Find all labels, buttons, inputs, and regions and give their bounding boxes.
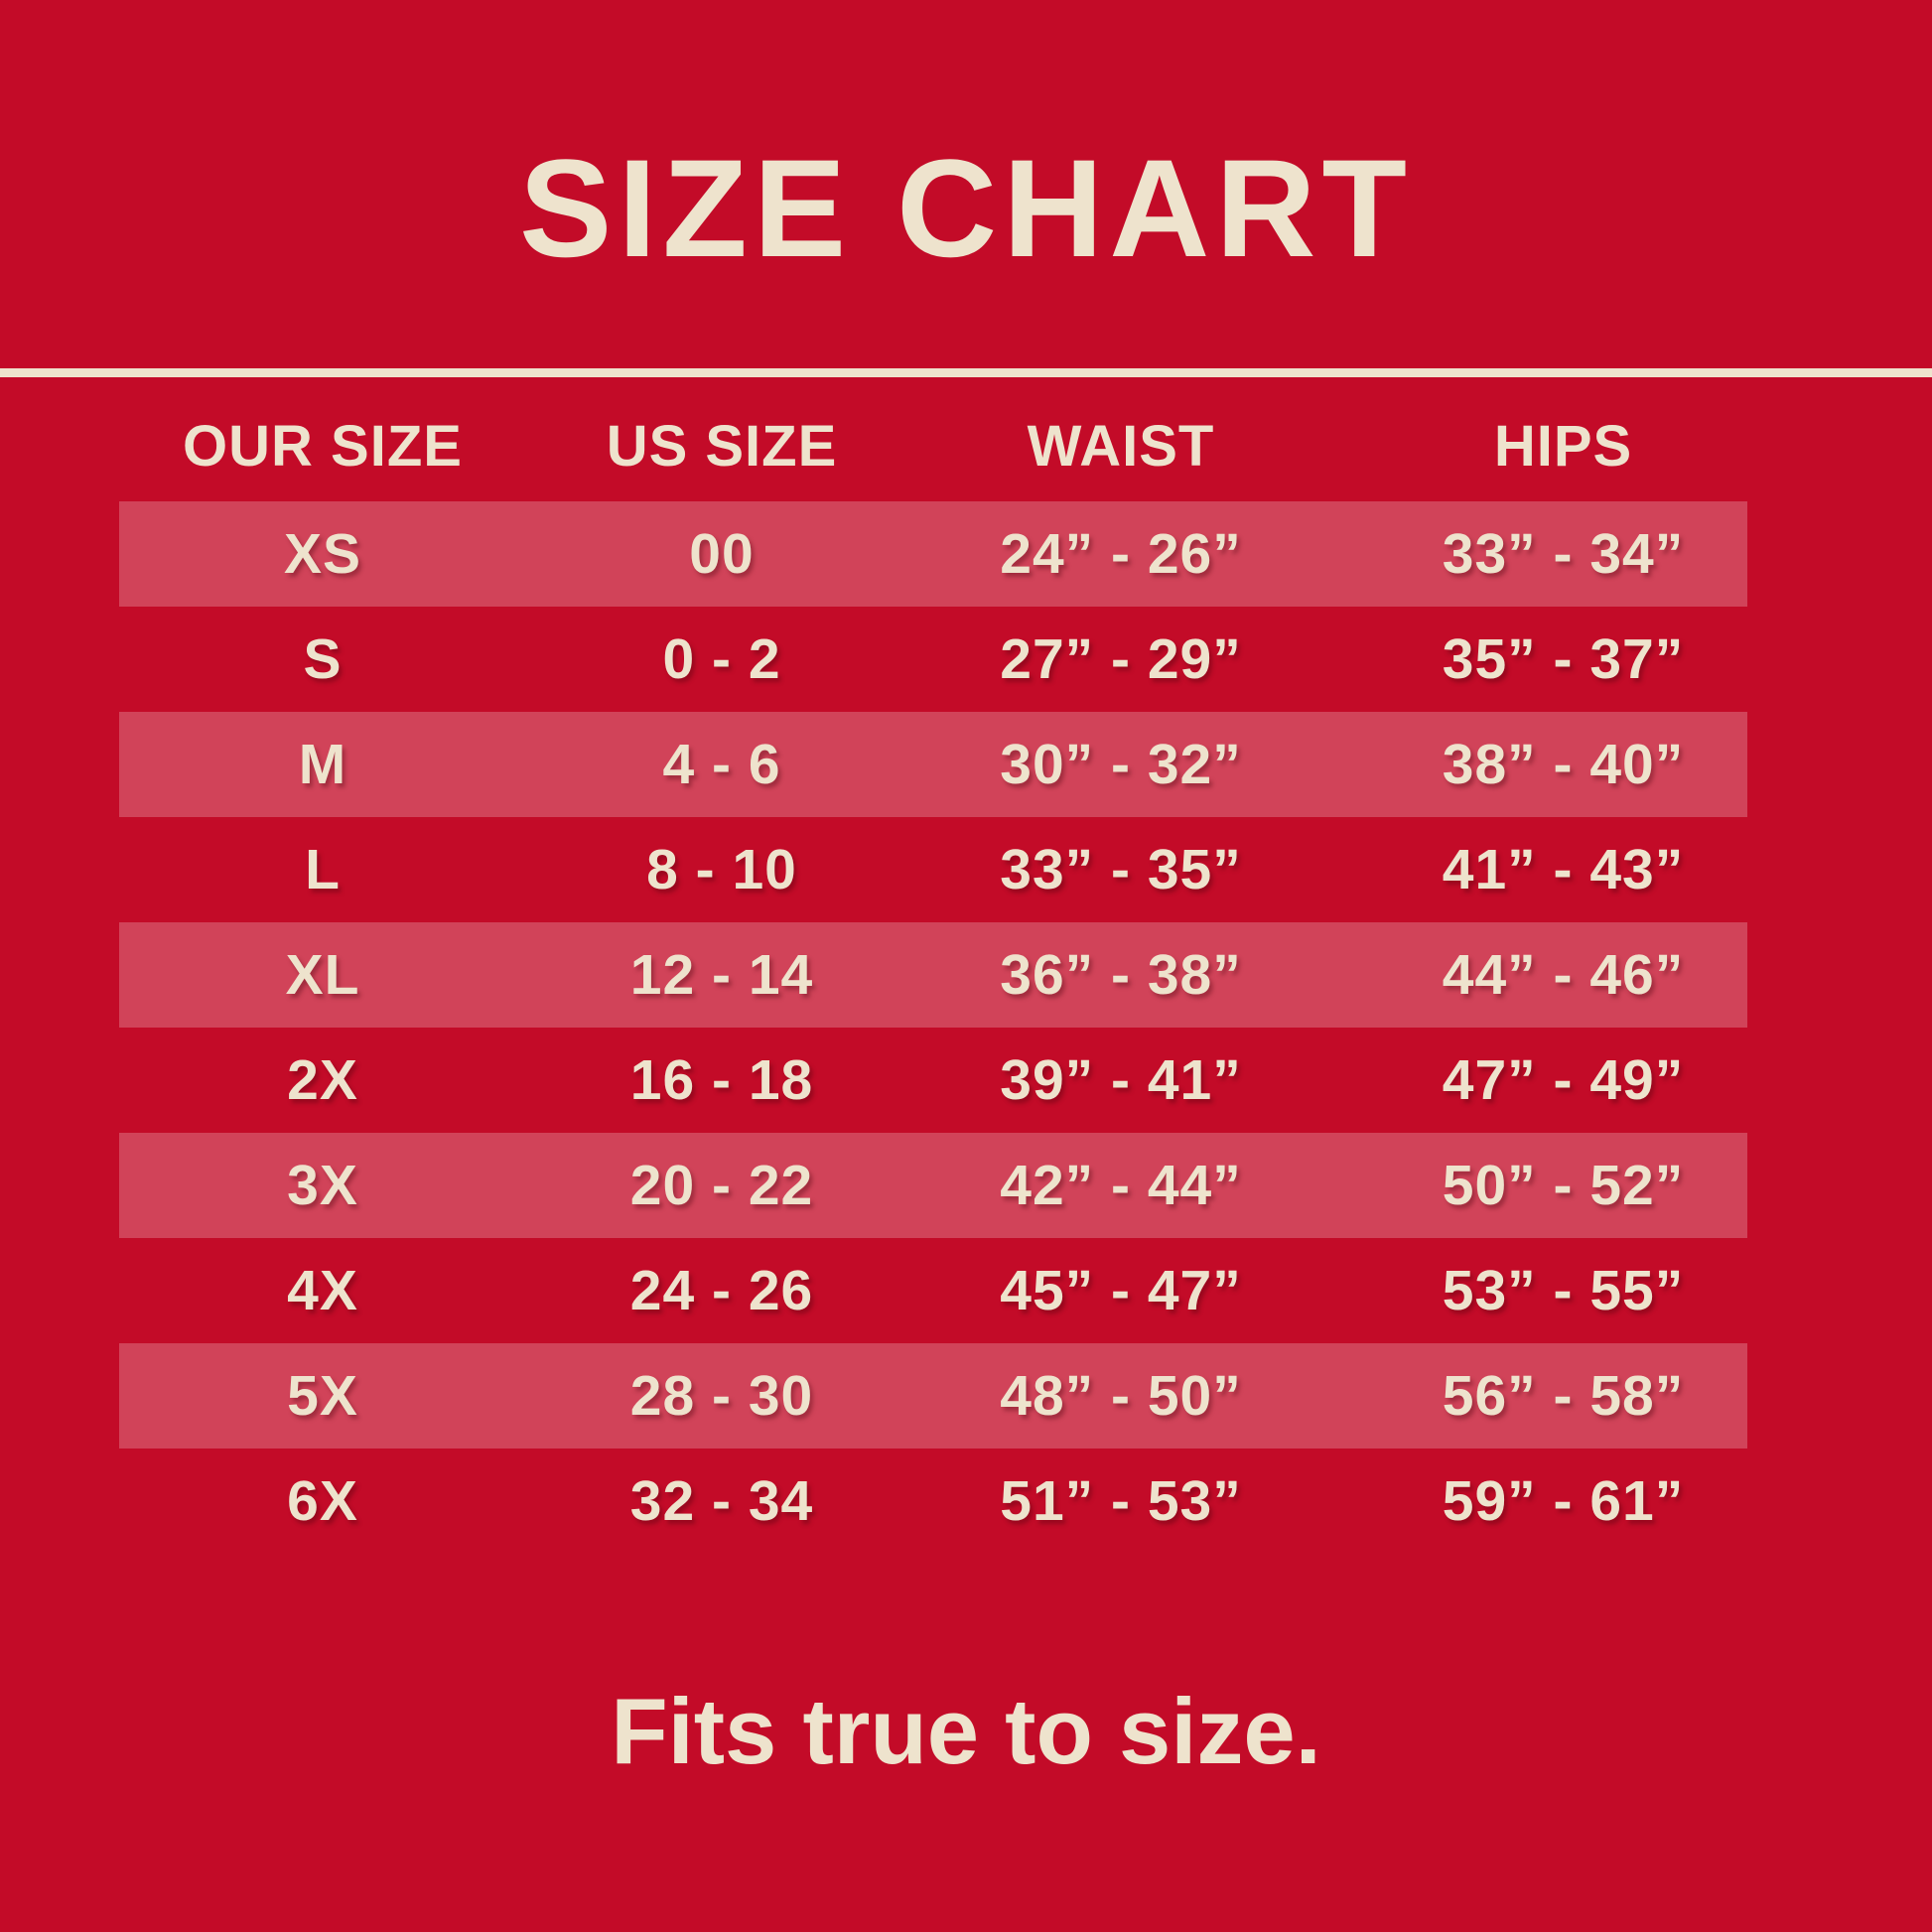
cell-our-size: 3X: [287, 1154, 358, 1217]
table-row-s: S 0 - 2 27” - 29” 35” - 37”: [119, 607, 1747, 712]
cell-us-size: 20 - 22: [629, 1154, 814, 1217]
cell-hips: 41” - 43”: [1442, 838, 1685, 901]
cell-our-size: 4X: [287, 1259, 358, 1322]
page-title: SIZE CHART: [519, 130, 1413, 286]
cell-us-size: 24 - 26: [629, 1259, 814, 1322]
size-table: OUR SIZE US SIZE WAIST HIPS XS 00 24” - …: [119, 409, 1747, 1554]
header-us-size: US SIZE: [606, 413, 838, 479]
cell-hips: 44” - 46”: [1442, 943, 1685, 1007]
table-body: XS 00 24” - 26” 33” - 34” S 0 - 2 27” - …: [119, 501, 1747, 1554]
cell-our-size: XS: [283, 522, 362, 586]
cell-waist: 45” - 47”: [1000, 1259, 1242, 1322]
cell-us-size: 32 - 34: [629, 1469, 814, 1533]
table-row-m: M 4 - 6 30” - 32” 38” - 40”: [119, 712, 1747, 817]
cell-waist: 36” - 38”: [1000, 943, 1242, 1007]
header-our-size: OUR SIZE: [183, 413, 463, 479]
cell-our-size: 6X: [287, 1469, 358, 1533]
divider-line: [0, 368, 1932, 377]
header-waist: WAIST: [1027, 413, 1215, 479]
table-row-6x: 6X 32 - 34 51” - 53” 59” - 61”: [119, 1449, 1747, 1554]
cell-hips: 33” - 34”: [1442, 522, 1685, 586]
cell-waist: 42” - 44”: [1000, 1154, 1242, 1217]
table-row-3x: 3X 20 - 22 42” - 44” 50” - 52”: [119, 1133, 1747, 1238]
cell-our-size: L: [305, 838, 341, 901]
cell-our-size: 5X: [287, 1364, 358, 1428]
cell-us-size: 00: [689, 522, 755, 586]
cell-us-size: 16 - 18: [629, 1048, 814, 1112]
cell-us-size: 12 - 14: [629, 943, 814, 1007]
cell-our-size: 2X: [287, 1048, 358, 1112]
cell-our-size: M: [298, 733, 347, 796]
cell-waist: 33” - 35”: [1000, 838, 1242, 901]
cell-our-size: S: [303, 627, 343, 691]
cell-waist: 48” - 50”: [1000, 1364, 1242, 1428]
table-row-4x: 4X 24 - 26 45” - 47” 53” - 55”: [119, 1238, 1747, 1343]
cell-waist: 24” - 26”: [1000, 522, 1242, 586]
cell-us-size: 8 - 10: [646, 838, 797, 901]
table-row-5x: 5X 28 - 30 48” - 50” 56” - 58”: [119, 1343, 1747, 1449]
cell-waist: 39” - 41”: [1000, 1048, 1242, 1112]
cell-us-size: 4 - 6: [662, 733, 781, 796]
cell-hips: 47” - 49”: [1442, 1048, 1685, 1112]
table-header-row: OUR SIZE US SIZE WAIST HIPS: [119, 409, 1747, 483]
cell-hips: 50” - 52”: [1442, 1154, 1685, 1217]
fit-note: Fits true to size.: [611, 1679, 1321, 1783]
cell-us-size: 0 - 2: [662, 627, 781, 691]
table-row-xl: XL 12 - 14 36” - 38” 44” - 46”: [119, 922, 1747, 1028]
table-row-2x: 2X 16 - 18 39” - 41” 47” - 49”: [119, 1028, 1747, 1133]
table-row-l: L 8 - 10 33” - 35” 41” - 43”: [119, 817, 1747, 922]
header-hips: HIPS: [1493, 413, 1633, 479]
cell-hips: 53” - 55”: [1442, 1259, 1685, 1322]
cell-waist: 27” - 29”: [1000, 627, 1242, 691]
table-row-xs: XS 00 24” - 26” 33” - 34”: [119, 501, 1747, 607]
cell-us-size: 28 - 30: [629, 1364, 814, 1428]
cell-hips: 59” - 61”: [1442, 1469, 1685, 1533]
cell-waist: 30” - 32”: [1000, 733, 1242, 796]
cell-hips: 35” - 37”: [1442, 627, 1685, 691]
cell-waist: 51” - 53”: [1000, 1469, 1242, 1533]
cell-our-size: XL: [285, 943, 360, 1007]
cell-hips: 38” - 40”: [1442, 733, 1685, 796]
cell-hips: 56” - 58”: [1442, 1364, 1685, 1428]
